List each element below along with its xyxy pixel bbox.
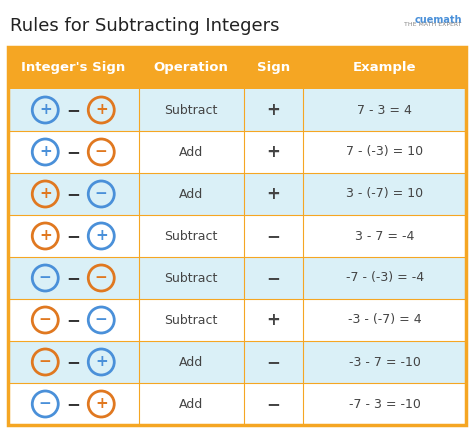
Text: −: −	[39, 354, 52, 370]
Text: −: −	[66, 395, 80, 413]
Text: +: +	[95, 103, 108, 118]
Text: Add: Add	[179, 398, 203, 410]
Text: −: −	[267, 269, 281, 287]
Text: Subtract: Subtract	[164, 271, 218, 284]
Text: +: +	[39, 103, 52, 118]
Text: −: −	[39, 396, 52, 412]
Text: −: −	[267, 227, 281, 245]
Text: -7 - 3 = -10: -7 - 3 = -10	[349, 398, 420, 410]
Text: +: +	[39, 145, 52, 160]
Text: −: −	[95, 312, 108, 327]
Text: cuemath: cuemath	[414, 15, 462, 25]
Text: 3 - (-7) = 10: 3 - (-7) = 10	[346, 187, 423, 201]
Text: −: −	[66, 227, 80, 245]
Text: −: −	[66, 353, 80, 371]
FancyBboxPatch shape	[8, 89, 466, 131]
Text: Example: Example	[353, 62, 417, 74]
Text: Subtract: Subtract	[164, 104, 218, 117]
Text: −: −	[66, 269, 80, 287]
FancyBboxPatch shape	[8, 173, 466, 215]
Text: -7 - (-3) = -4: -7 - (-3) = -4	[346, 271, 424, 284]
FancyBboxPatch shape	[8, 257, 466, 299]
Text: Subtract: Subtract	[164, 313, 218, 326]
Text: +: +	[267, 185, 281, 203]
Text: 7 - 3 = 4: 7 - 3 = 4	[357, 104, 412, 117]
Text: −: −	[95, 187, 108, 201]
Text: −: −	[66, 143, 80, 161]
FancyBboxPatch shape	[8, 341, 466, 383]
Text: Sign: Sign	[257, 62, 290, 74]
Text: 7 - (-3) = 10: 7 - (-3) = 10	[346, 146, 423, 159]
Text: +: +	[39, 187, 52, 201]
Text: −: −	[95, 145, 108, 160]
Text: Add: Add	[179, 187, 203, 201]
Text: Add: Add	[179, 146, 203, 159]
Text: -3 - 7 = -10: -3 - 7 = -10	[349, 356, 420, 368]
Text: −: −	[267, 395, 281, 413]
Text: +: +	[267, 311, 281, 329]
Text: +: +	[95, 354, 108, 370]
Text: +: +	[267, 101, 281, 119]
Text: -3 - (-7) = 4: -3 - (-7) = 4	[348, 313, 421, 326]
Text: 3 - 7 = -4: 3 - 7 = -4	[355, 229, 414, 243]
Text: −: −	[95, 271, 108, 285]
Text: −: −	[267, 353, 281, 371]
FancyBboxPatch shape	[8, 131, 466, 173]
Text: +: +	[95, 396, 108, 412]
Text: −: −	[66, 311, 80, 329]
Text: +: +	[39, 229, 52, 243]
Text: −: −	[66, 185, 80, 203]
Text: Rules for Subtracting Integers: Rules for Subtracting Integers	[10, 17, 280, 35]
FancyBboxPatch shape	[8, 47, 466, 89]
FancyBboxPatch shape	[8, 215, 466, 257]
Text: +: +	[95, 229, 108, 243]
Text: +: +	[267, 143, 281, 161]
FancyBboxPatch shape	[8, 299, 466, 341]
Text: −: −	[39, 312, 52, 327]
FancyBboxPatch shape	[8, 383, 466, 425]
Text: Operation: Operation	[154, 62, 228, 74]
Text: −: −	[39, 271, 52, 285]
Text: THE MATH EXPERT: THE MATH EXPERT	[404, 22, 462, 27]
Text: Add: Add	[179, 356, 203, 368]
Text: −: −	[66, 101, 80, 119]
Text: Subtract: Subtract	[164, 229, 218, 243]
Text: Integer's Sign: Integer's Sign	[21, 62, 126, 74]
